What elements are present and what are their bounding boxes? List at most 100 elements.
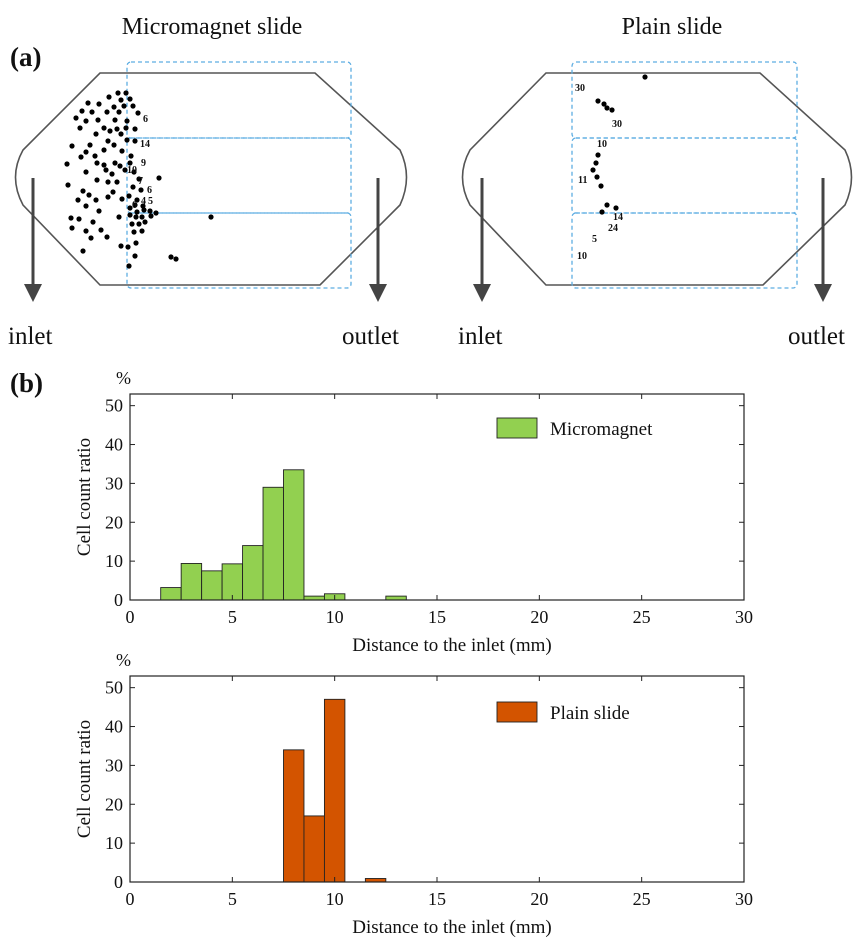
y-axis-label: Cell count ratio: [74, 438, 95, 556]
y-tick-label: 20: [105, 794, 123, 814]
x-tick-label: 25: [633, 607, 651, 627]
x-tick-label: 20: [530, 889, 548, 909]
histogram-bar: [283, 469, 305, 601]
cell-dot: [112, 117, 118, 123]
cell-dot: [64, 161, 70, 167]
cell-dot: [123, 90, 129, 96]
cell-dot: [595, 98, 601, 104]
cell-dot: [118, 243, 124, 249]
cell-dot: [136, 176, 142, 182]
cell-dot: [79, 108, 85, 114]
cell-dot: [101, 147, 107, 153]
cell-dot: [599, 209, 605, 215]
cell-dot: [593, 160, 599, 166]
micromagnet-cell-dots: [64, 90, 214, 269]
y-tick-label: 50: [105, 396, 123, 416]
cell-dot: [85, 100, 91, 106]
cell-dot: [106, 94, 112, 100]
micromagnet-region-middle: [126, 137, 352, 214]
zone-number: 6: [143, 114, 148, 125]
micromagnet-outlet-label: outlet: [342, 323, 399, 350]
cell-dot: [126, 193, 132, 199]
cell-dot: [131, 229, 137, 235]
cell-dot: [130, 184, 136, 190]
plain-region-top: [571, 61, 798, 139]
zone-number: 6: [132, 200, 137, 211]
y-unit-label: %: [116, 368, 131, 388]
cell-dot: [109, 171, 115, 177]
micromagnet-region-bottom: [126, 212, 352, 289]
cell-dot: [133, 214, 139, 220]
cell-dot: [115, 90, 121, 96]
cell-dot: [117, 163, 123, 169]
plot-frame: [129, 675, 745, 883]
legend-label: Micromagnet: [550, 419, 653, 440]
cell-dot: [69, 143, 75, 149]
micromagnet-inlet-label: inlet: [8, 323, 52, 350]
x-tick-label: 10: [326, 889, 344, 909]
cell-dot: [112, 160, 118, 166]
cell-dot: [134, 209, 140, 215]
zone-number: 7: [138, 176, 143, 187]
cell-dot: [69, 225, 75, 231]
cell-dot: [208, 214, 214, 220]
panel-a-label: (a): [10, 42, 41, 72]
cell-dot: [613, 205, 619, 211]
cell-dot: [598, 183, 604, 189]
cell-dot: [68, 215, 74, 221]
cell-dot: [105, 179, 111, 185]
plain-inlet-arrow: [473, 178, 491, 302]
cell-dot: [103, 167, 109, 173]
x-tick-label: 0: [126, 889, 135, 909]
cell-dot: [96, 208, 102, 214]
cell-dot: [101, 125, 107, 131]
cell-dot: [147, 208, 153, 214]
plain-slide-diagram: Plain slide 30 30 10 11 14 24 5 10 inlet…: [458, 14, 853, 350]
x-tick-label: 5: [228, 607, 237, 627]
legend-label: Plain slide: [550, 703, 630, 724]
histogram-bar: [180, 563, 203, 601]
cell-dot: [93, 131, 99, 137]
zone-number: 30: [575, 83, 585, 94]
zone-number: 14: [613, 212, 623, 223]
x-tick-label: 15: [428, 889, 446, 909]
cell-dot: [135, 110, 141, 116]
micromagnet-region-top: [126, 61, 352, 139]
cell-dot: [156, 175, 162, 181]
zone-number: 6: [147, 185, 152, 196]
x-axis-label: Distance to the inlet (mm): [352, 917, 551, 938]
zone-number: 10: [127, 165, 137, 176]
cell-dot: [96, 101, 102, 107]
cell-dot: [153, 210, 159, 216]
zone-number: 30: [612, 119, 622, 130]
y-tick-label: 50: [105, 678, 123, 698]
cell-dot: [118, 131, 124, 137]
cell-dot: [118, 97, 124, 103]
cell-dot: [86, 192, 92, 198]
cell-dot: [128, 153, 134, 159]
cell-dot: [127, 212, 133, 218]
legend-swatch: [496, 701, 538, 723]
cell-dot: [94, 177, 100, 183]
cell-dot: [140, 203, 146, 209]
cell-dot: [88, 235, 94, 241]
zone-number: 5: [592, 234, 597, 245]
micromagnet-slide-title: Micromagnet slide: [122, 14, 303, 40]
cell-dot: [78, 154, 84, 160]
plain-zone-numbers: 30 30 10 11 14 24 5 10: [575, 83, 623, 262]
y-tick-label: 20: [105, 512, 123, 532]
cell-dot: [132, 202, 138, 208]
y-tick-label: 30: [105, 755, 123, 775]
histogram-bar: [242, 545, 264, 601]
cell-dot: [590, 167, 596, 173]
y-tick-label: 10: [105, 833, 123, 853]
cell-dot: [65, 182, 71, 188]
plain-outlet-label: outlet: [788, 323, 845, 350]
cell-dot: [604, 202, 610, 208]
cell-dot: [125, 244, 131, 250]
plain-region-middle: [571, 137, 798, 214]
cell-dot: [142, 219, 148, 225]
cell-dot: [119, 196, 125, 202]
cell-dot: [124, 137, 130, 143]
x-tick-label: 30: [735, 607, 753, 627]
